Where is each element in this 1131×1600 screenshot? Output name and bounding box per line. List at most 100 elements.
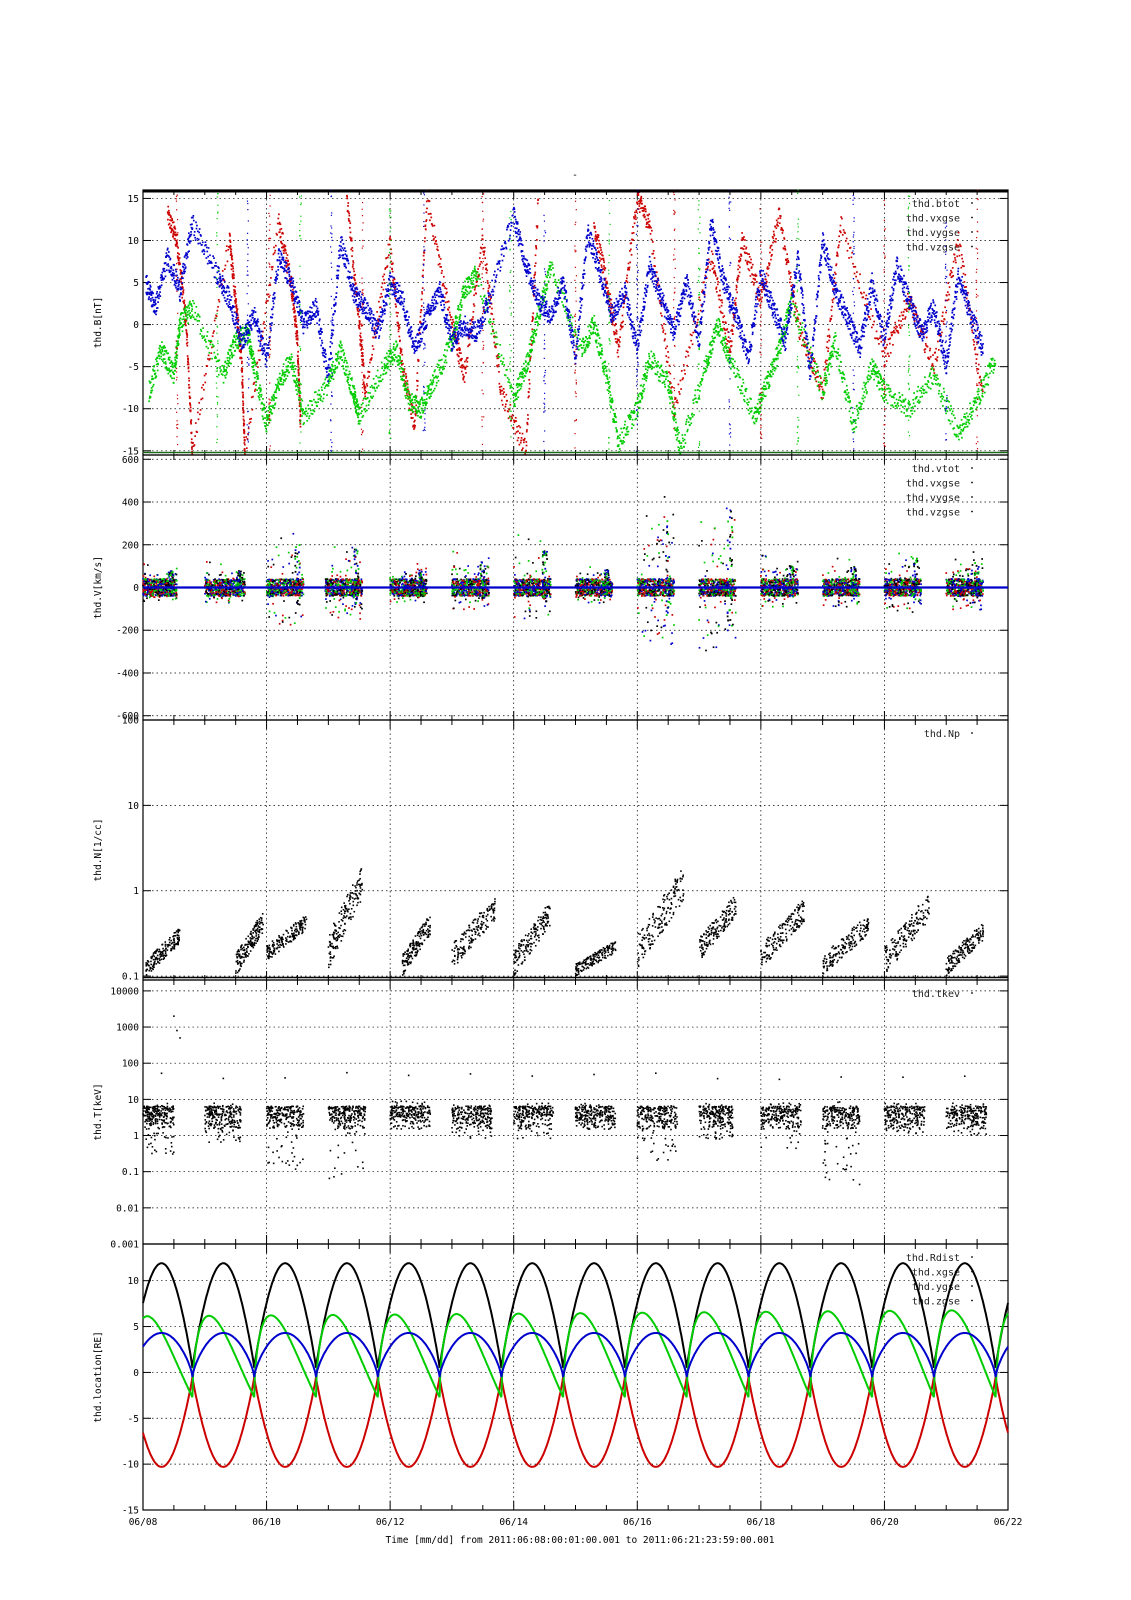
data-point <box>534 321 536 323</box>
data-point <box>415 415 417 417</box>
data-point <box>243 442 245 444</box>
legend-marker <box>971 217 973 219</box>
data-point <box>225 265 227 267</box>
data-point <box>898 332 900 334</box>
data-point <box>692 343 694 345</box>
data-point <box>158 355 160 357</box>
data-point <box>353 262 355 264</box>
data-point <box>468 293 470 295</box>
data-point <box>745 260 747 262</box>
data-point <box>392 262 394 264</box>
data-point <box>902 315 904 317</box>
data-point <box>852 263 854 265</box>
data-point <box>601 266 603 268</box>
data-point <box>973 339 975 341</box>
data-point <box>204 382 206 384</box>
data-point <box>773 231 775 233</box>
data-point <box>474 266 476 268</box>
data-point <box>244 431 246 433</box>
data-point <box>459 317 461 319</box>
data-point <box>725 322 727 324</box>
data-point <box>525 375 527 377</box>
data-point <box>233 347 235 349</box>
data-point <box>403 371 405 373</box>
data-point <box>699 299 701 301</box>
data-point <box>399 327 401 329</box>
data-point <box>258 392 260 394</box>
data-point <box>731 340 733 342</box>
data-point <box>159 349 161 351</box>
data-point <box>429 219 431 221</box>
data-point <box>410 401 412 403</box>
data-point <box>227 352 229 354</box>
data-point <box>786 263 788 265</box>
data-point <box>190 405 192 407</box>
data-point <box>423 252 425 254</box>
data-point <box>238 346 240 348</box>
data-point <box>275 384 277 386</box>
data-point <box>414 402 416 404</box>
data-point <box>422 412 424 414</box>
data-point <box>334 371 336 373</box>
data-point <box>533 338 535 340</box>
data-point <box>229 358 231 360</box>
data-point <box>369 392 371 394</box>
data-point <box>493 342 495 344</box>
data-point <box>685 356 687 358</box>
data-point <box>847 250 849 252</box>
data-point <box>964 281 966 283</box>
data-point <box>257 378 259 380</box>
y-tick-label: -5 <box>128 362 139 373</box>
data-point <box>174 226 176 228</box>
data-point <box>241 357 243 359</box>
data-point <box>279 222 281 224</box>
data-point <box>634 222 636 224</box>
data-point <box>501 354 503 356</box>
data-point <box>496 336 498 338</box>
data-point <box>835 273 837 275</box>
data-point <box>477 268 479 270</box>
data-point <box>387 368 389 370</box>
data-point <box>270 405 272 407</box>
data-point <box>171 364 173 366</box>
data-point <box>226 245 228 247</box>
data-point <box>435 240 437 242</box>
data-point <box>776 219 778 221</box>
data-point <box>204 375 206 377</box>
data-point <box>932 363 934 365</box>
data-point <box>645 211 647 213</box>
data-point <box>518 425 520 427</box>
data-point <box>886 360 888 362</box>
data-point <box>606 281 608 283</box>
data-point <box>584 340 586 342</box>
data-point <box>251 357 253 359</box>
data-point <box>404 385 406 387</box>
y-tick-label: 15 <box>128 194 139 205</box>
data-point <box>710 263 712 265</box>
data-point <box>151 390 153 392</box>
data-point <box>378 385 380 387</box>
data-point <box>293 371 295 373</box>
data-point <box>712 262 714 264</box>
data-point <box>187 345 189 347</box>
data-point <box>264 422 266 424</box>
data-point <box>533 277 535 279</box>
data-point <box>254 373 256 375</box>
data-point <box>597 329 599 331</box>
data-point <box>618 344 620 346</box>
data-point <box>522 373 524 375</box>
data-point <box>472 280 474 282</box>
data-point <box>536 227 538 229</box>
data-point <box>532 312 534 314</box>
data-point <box>234 286 236 288</box>
data-point <box>190 423 192 425</box>
data-point <box>637 203 639 205</box>
data-point <box>160 356 162 358</box>
data-point <box>469 343 471 345</box>
data-point <box>521 385 523 387</box>
data-point <box>473 294 475 296</box>
data-point <box>622 326 624 328</box>
data-point <box>537 325 539 327</box>
data-point <box>296 379 298 381</box>
data-point <box>340 342 342 344</box>
